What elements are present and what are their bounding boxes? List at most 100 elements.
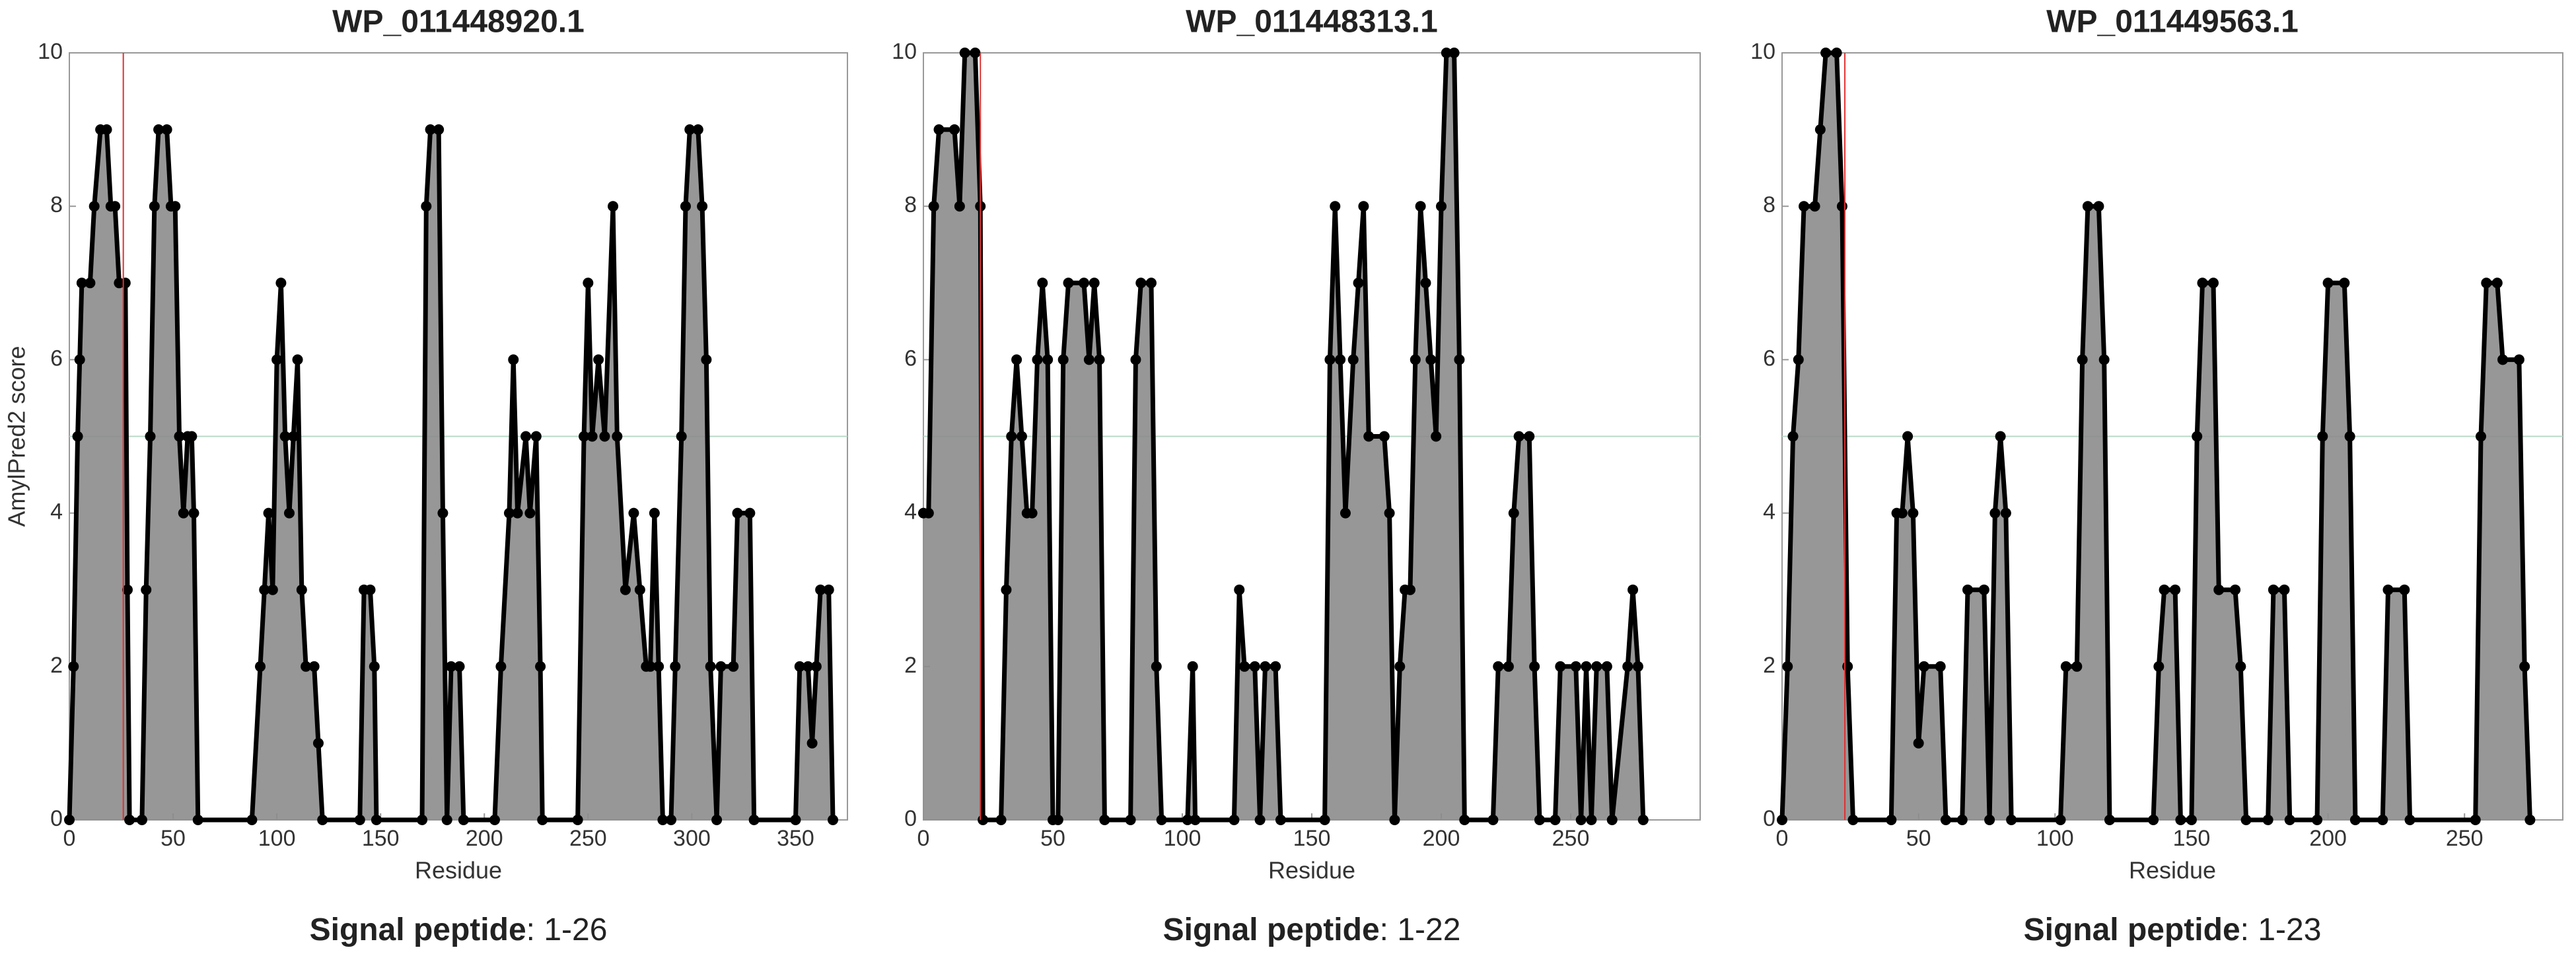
y-axis-label: AmylPred2 score: [3, 346, 30, 527]
score-point: [1042, 354, 1054, 365]
score-point: [89, 201, 100, 212]
score-point: [1425, 354, 1437, 365]
y-tick-label: 8: [50, 192, 63, 217]
score-point: [1340, 507, 1351, 519]
score-point: [1793, 354, 1804, 365]
score-point: [1270, 661, 1281, 672]
score-point: [1145, 277, 1157, 289]
score-point: [705, 661, 716, 672]
chart-title: WP_011448313.1: [1186, 5, 1438, 40]
score-point: [141, 584, 152, 595]
score-point: [1886, 815, 1897, 825]
y-tick-label: 2: [1763, 653, 1775, 678]
score-point: [503, 507, 515, 519]
score-point: [2071, 661, 2083, 672]
score-point: [1378, 431, 1390, 442]
score-point: [188, 507, 199, 519]
score-point: [995, 815, 1007, 825]
score-point: [1347, 354, 1359, 365]
score-point: [110, 201, 121, 212]
x-axis-label: Residue: [1268, 857, 1355, 884]
score-point: [2159, 584, 2170, 595]
score-point: [64, 815, 75, 825]
score-point: [2279, 584, 2290, 595]
x-tick-label: 250: [569, 826, 607, 851]
score-point: [2513, 354, 2524, 365]
score-point: [136, 815, 147, 825]
score-point: [524, 507, 536, 519]
score-point: [283, 507, 295, 519]
score-point: [1842, 661, 1853, 672]
footer-text: : 1-26: [526, 912, 608, 947]
x-tick-label: 150: [1293, 826, 1331, 851]
score-point: [1384, 507, 1395, 519]
score-point: [2000, 507, 2011, 519]
score-point: [2230, 584, 2241, 595]
score-point: [803, 661, 814, 672]
score-point: [1436, 201, 1447, 212]
score-point: [101, 124, 112, 135]
score-point: [572, 815, 583, 825]
x-tick-label: 0: [917, 826, 930, 851]
score-point: [2399, 584, 2410, 595]
score-point: [1628, 584, 1639, 595]
score-point: [279, 431, 291, 442]
score-point: [1037, 277, 1048, 289]
x-tick-label: 250: [1552, 826, 1590, 851]
score-point: [2404, 815, 2415, 825]
x-tick-label: 350: [777, 826, 814, 851]
x-tick-label: 50: [1906, 826, 1931, 851]
score-point: [794, 661, 805, 672]
footer-label: Signal peptide: [1163, 912, 1380, 947]
score-point: [458, 815, 469, 825]
score-point: [1524, 431, 1535, 442]
y-tick-label: 10: [38, 39, 63, 64]
score-point: [1431, 431, 1442, 442]
score-point: [1011, 354, 1022, 365]
score-point: [790, 815, 801, 825]
score-point: [149, 201, 160, 212]
score-point: [1063, 277, 1074, 289]
score-point: [810, 661, 822, 672]
score-point: [288, 431, 299, 442]
score-point: [1555, 661, 1566, 672]
score-point: [1319, 815, 1330, 825]
score-point: [489, 815, 500, 825]
score-point: [2262, 815, 2273, 825]
score-point: [1151, 661, 1162, 672]
score-point: [649, 507, 660, 519]
y-tick-label: 0: [1763, 806, 1775, 831]
score-point: [923, 507, 934, 519]
score-point: [2312, 815, 2323, 825]
score-point: [815, 584, 826, 595]
score-point: [1006, 431, 1017, 442]
score-point: [1249, 661, 1260, 672]
score-point: [76, 277, 87, 289]
score-point: [1836, 201, 1847, 212]
score-point: [2235, 661, 2246, 672]
score-point: [2339, 277, 2350, 289]
score-point: [371, 815, 382, 825]
footer-label: Signal peptide: [2024, 912, 2240, 947]
score-point: [421, 201, 432, 212]
score-point: [628, 507, 639, 519]
score-point: [1820, 48, 1832, 58]
score-point: [2476, 431, 2487, 442]
x-tick-label: 200: [2309, 826, 2347, 851]
score-point: [697, 201, 708, 212]
score-point: [2382, 584, 2394, 595]
score-point: [692, 124, 703, 135]
score-point: [823, 584, 834, 595]
x-tick-label: 0: [63, 826, 76, 851]
score-point: [1601, 661, 1612, 672]
score-point: [599, 431, 610, 442]
x-axis-label: Residue: [2129, 857, 2216, 884]
score-point: [1358, 201, 1369, 212]
chart-title: WP_011448920.1: [332, 5, 585, 40]
score-point: [2481, 277, 2492, 289]
score-point: [255, 661, 266, 672]
score-point: [2197, 277, 2208, 289]
footer: Signal peptide: 1-22: [1163, 912, 1461, 947]
